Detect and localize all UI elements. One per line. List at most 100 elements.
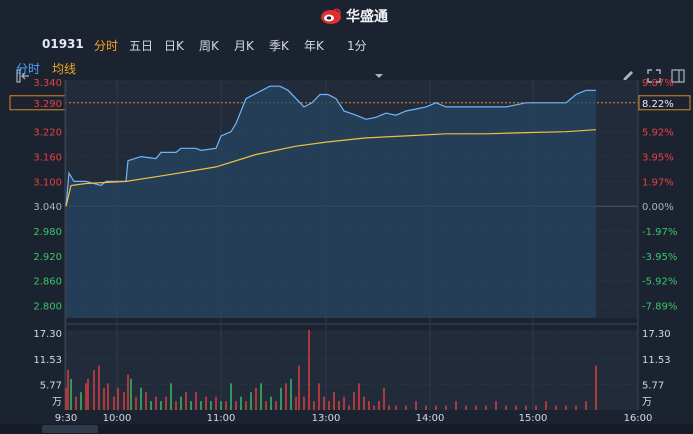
volume-bar	[353, 392, 355, 410]
volume-bar	[80, 392, 82, 410]
price-line	[65, 85, 596, 207]
current-pct-box	[638, 95, 691, 111]
x-tick-label: 11:00	[207, 413, 236, 424]
brand-logo-icon	[321, 8, 341, 24]
y-tick-label: 3.040	[33, 202, 62, 213]
volume-bar	[505, 405, 507, 410]
volume-bar	[358, 383, 360, 410]
volume-bar	[555, 405, 557, 410]
volume-bar	[378, 401, 380, 410]
volume-bar	[245, 401, 247, 410]
x-tick-label: 13:00	[312, 413, 341, 424]
volume-bar	[303, 396, 305, 410]
volume-bar	[465, 405, 467, 410]
volume-bar	[445, 405, 447, 410]
legend-price-line[interactable]: 分时	[16, 62, 41, 76]
volume-bar	[235, 401, 237, 410]
volume-panel	[65, 330, 638, 410]
tab-five-day[interactable]: 五日	[129, 39, 154, 53]
current-price-label: 3.290	[33, 99, 62, 110]
y-tick-label: 2.980	[33, 227, 62, 238]
pct-tick-label: -3.95%	[642, 252, 677, 263]
current-pct-label: 8.22%	[642, 99, 674, 110]
tab-monthly-k[interactable]: 月K	[234, 39, 254, 53]
expand-panel-icon[interactable]	[670, 68, 686, 84]
volume-tick-label: 5.77	[40, 380, 62, 391]
volume-bar	[280, 387, 282, 410]
volume-bar	[405, 405, 407, 410]
volume-bar	[298, 365, 300, 410]
pencil-icon[interactable]	[620, 68, 636, 84]
volume-tick-label: 11.53	[33, 355, 62, 366]
volume-bar	[368, 401, 370, 410]
volume-bar	[545, 401, 547, 410]
volume-bar	[103, 387, 105, 410]
indicator-legend: 分时 均线	[0, 58, 693, 78]
tab-intraday[interactable]: 分时	[94, 39, 119, 53]
tab-weekly-k[interactable]: 周K	[199, 39, 219, 53]
volume-bar	[165, 396, 167, 410]
volume-bar	[205, 396, 207, 410]
legend-average-line[interactable]: 均线	[52, 62, 77, 76]
volume-bar	[318, 383, 320, 410]
tab-yearly-k[interactable]: 年K	[304, 39, 324, 53]
chevron-down-icon[interactable]	[373, 70, 385, 82]
volume-bar	[260, 383, 262, 410]
volume-bar	[475, 405, 477, 410]
pct-tick-label: 9.87%	[642, 78, 674, 89]
tab-daily-k[interactable]: 日K	[164, 39, 184, 53]
y-tick-label: 3.160	[33, 153, 62, 164]
volume-bar	[435, 405, 437, 410]
volume-bar	[135, 396, 137, 410]
volume-bar	[363, 396, 365, 410]
volume-bar	[107, 383, 109, 410]
pct-tick-label: -7.89%	[642, 302, 677, 313]
volume-bar	[87, 378, 89, 410]
volume-bar	[130, 378, 132, 410]
volume-tick-label: 17.30	[33, 329, 62, 340]
tab-one-minute[interactable]: 1分	[347, 39, 367, 53]
scrollbar-thumb[interactable]	[42, 425, 98, 433]
volume-bar	[308, 330, 310, 410]
volume-bar	[175, 401, 177, 410]
volume-bar	[127, 374, 129, 410]
collapse-panel-icon[interactable]	[16, 68, 32, 84]
volume-bar	[265, 401, 267, 410]
tab-quarterly-k[interactable]: 季K	[269, 39, 289, 53]
volume-bar	[535, 405, 537, 410]
volume-bar	[145, 392, 147, 410]
volume-bar	[585, 401, 587, 410]
volume-bar	[565, 405, 567, 410]
average-line	[65, 129, 597, 207]
volume-bar	[395, 405, 397, 410]
volume-bar	[323, 396, 325, 410]
volume-bar	[595, 365, 597, 410]
volume-bar	[240, 396, 242, 410]
brand: 华盛通	[320, 6, 388, 26]
y-tick-label: 3.340	[33, 78, 62, 89]
volume-bar	[373, 405, 375, 410]
volume-bar	[328, 401, 330, 410]
volume-bar	[575, 405, 577, 410]
volume-tick-label-right: 5.77	[642, 380, 664, 391]
volume-bar	[290, 378, 292, 410]
pct-tick-label: 0.00%	[642, 202, 674, 213]
y-tick-label: 2.860	[33, 277, 62, 288]
volume-bar	[113, 396, 115, 410]
volume-bar	[333, 392, 335, 410]
volume-bar	[215, 396, 217, 410]
volume-bar	[220, 401, 222, 410]
volume-bar	[140, 387, 142, 410]
x-tick-label: 16:00	[624, 413, 653, 424]
y-tick-label: 3.220	[33, 128, 62, 139]
volume-bar	[195, 392, 197, 410]
time-scrollbar[interactable]	[0, 424, 693, 434]
volume-bar	[425, 405, 427, 410]
y-tick-label: 2.800	[33, 302, 62, 313]
y-tick-label: 2.920	[33, 252, 62, 263]
volume-bar	[313, 401, 315, 410]
y-tick-label: 3.100	[33, 177, 62, 188]
fullscreen-icon[interactable]	[646, 68, 662, 84]
chart-toolbar: 01931 分时 五日 日K 周K 月K 季K 年K 1分	[0, 32, 693, 83]
